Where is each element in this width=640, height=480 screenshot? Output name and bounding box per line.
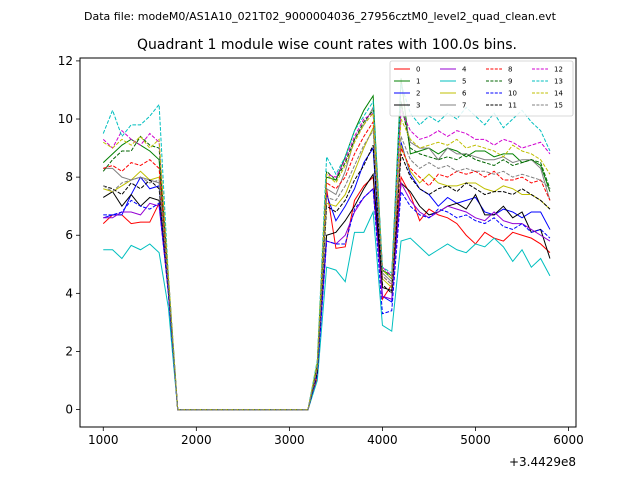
- y-tick-label: 8: [65, 170, 73, 184]
- legend-label-2: 2: [416, 90, 420, 98]
- series-line-4: [103, 181, 551, 411]
- legend-label-13: 13: [554, 78, 563, 86]
- chart-suptitle: Data file: modeM0/AS1A10_021T02_90000040…: [84, 10, 557, 23]
- y-tick-label: 0: [65, 403, 73, 417]
- legend-label-0: 0: [416, 66, 420, 74]
- x-axis: 1000 2000 3000 4000 5000 6000: [88, 427, 584, 447]
- legend-label-12: 12: [554, 66, 563, 74]
- series-line-15: [102, 129, 551, 411]
- chart-title: Quadrant 1 module wise count rates with …: [137, 37, 517, 53]
- series-lines: [102, 78, 551, 411]
- legend-label-9: 9: [508, 78, 512, 86]
- x-tick-label: 6000: [553, 433, 584, 447]
- y-axis: 0 2 4 6 8 10 12: [58, 54, 80, 417]
- series-line-12: [102, 110, 551, 411]
- legend-label-3: 3: [416, 102, 420, 110]
- legend-frame: [389, 60, 574, 117]
- x-tick-label: 4000: [367, 433, 398, 447]
- y-tick-label: 10: [58, 112, 73, 126]
- legend-label-5: 5: [462, 78, 466, 86]
- y-tick-label: 12: [58, 54, 73, 68]
- legend-label-4: 4: [462, 66, 467, 74]
- legend-label-11: 11: [508, 102, 517, 110]
- series-line-7: [103, 104, 551, 411]
- plot-frame: [79, 57, 577, 428]
- y-tick-label: 4: [65, 286, 73, 300]
- legend-label-10: 10: [508, 90, 517, 98]
- legend-label-15: 15: [554, 102, 563, 110]
- x-offset-label: +3.4429e8: [509, 455, 576, 469]
- legend-label-7: 7: [462, 102, 466, 110]
- y-tick-label: 6: [65, 228, 73, 242]
- legend-label-6: 6: [462, 90, 467, 98]
- legend-label-1: 1: [416, 78, 420, 86]
- y-tick-label: 2: [65, 344, 73, 358]
- legend-label-14: 14: [554, 90, 563, 98]
- x-tick-label: 1000: [88, 433, 119, 447]
- legend-label-8: 8: [508, 66, 512, 74]
- x-tick-label: 2000: [181, 433, 212, 447]
- x-tick-label: 3000: [274, 433, 305, 447]
- x-tick-label: 5000: [460, 433, 491, 447]
